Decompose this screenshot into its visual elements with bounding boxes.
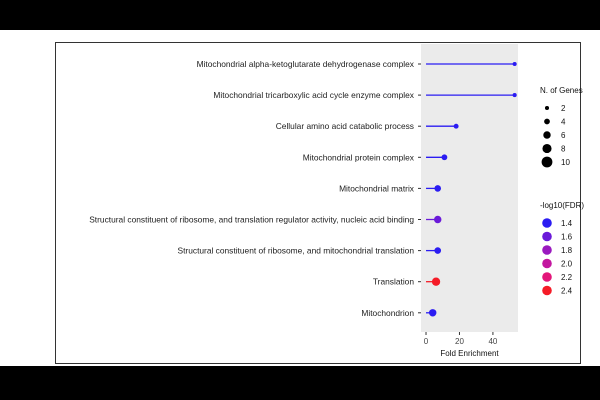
- size-legend-label: 6: [561, 131, 566, 140]
- data-point: [512, 61, 517, 67]
- color-legend-key: [542, 245, 552, 255]
- category-label: Mitochondrial tricarboxylic acid cycle e…: [213, 90, 414, 100]
- color-legend-key: [542, 258, 552, 269]
- data-point: [512, 93, 517, 98]
- x-axis-title: Fold Enrichment: [440, 349, 499, 358]
- color-legend-label: 2.0: [561, 260, 573, 269]
- color-legend-label: 2.4: [561, 287, 573, 296]
- data-point: [431, 277, 441, 286]
- category-label: Mitochondrial matrix: [339, 183, 415, 193]
- size-legend-key: [542, 143, 552, 154]
- size-legend-label: 8: [561, 145, 566, 154]
- data-point: [441, 154, 448, 161]
- data-point: [453, 123, 459, 129]
- size-legend-label: 10: [561, 158, 570, 167]
- size-legend-key: [544, 118, 550, 125]
- color-legend-label: 1.8: [561, 246, 573, 255]
- size-legend-label: 4: [561, 118, 566, 127]
- category-label: Translation: [373, 277, 414, 287]
- data-point: [428, 309, 437, 317]
- data-point: [434, 215, 442, 224]
- x-tick-label: 0: [424, 337, 429, 346]
- color-legend-key: [542, 272, 552, 282]
- data-point: [434, 247, 442, 254]
- category-label: Structural constituent of ribosome, and …: [89, 215, 414, 225]
- color-legend-label: 2.2: [561, 273, 573, 282]
- color-legend-label: 1.4: [561, 219, 573, 228]
- x-tick-label: 20: [455, 337, 464, 346]
- size-legend-label: 2: [561, 104, 566, 113]
- category-label: Structural constituent of ribosome, and …: [178, 246, 415, 256]
- figure-frame: [55, 42, 581, 364]
- color-legend-key: [542, 218, 552, 228]
- color-legend-label: 1.6: [561, 233, 573, 242]
- category-label: Mitochondrion: [361, 308, 414, 318]
- category-label: Cellular amino acid catabolic process: [276, 121, 414, 131]
- size-legend-title: N. of Genes: [540, 86, 583, 95]
- color-legend-title: -log10(FDR): [540, 201, 584, 210]
- color-legend-key: [542, 285, 552, 296]
- data-point: [434, 185, 442, 192]
- lollipop-chart: Mitochondrial alpha-ketoglutarate dehydr…: [89, 44, 584, 358]
- category-label: Mitochondrial protein complex: [303, 152, 415, 162]
- color-legend-key: [542, 231, 552, 242]
- size-legend-key: [543, 131, 551, 139]
- category-label: Mitochondrial alpha-ketoglutarate dehydr…: [197, 59, 415, 69]
- x-tick-label: 40: [488, 337, 497, 346]
- figure-panel: Mitochondrial alpha-ketoglutarate dehydr…: [0, 30, 600, 366]
- size-legend-key: [541, 156, 553, 168]
- size-legend-key: [544, 105, 550, 111]
